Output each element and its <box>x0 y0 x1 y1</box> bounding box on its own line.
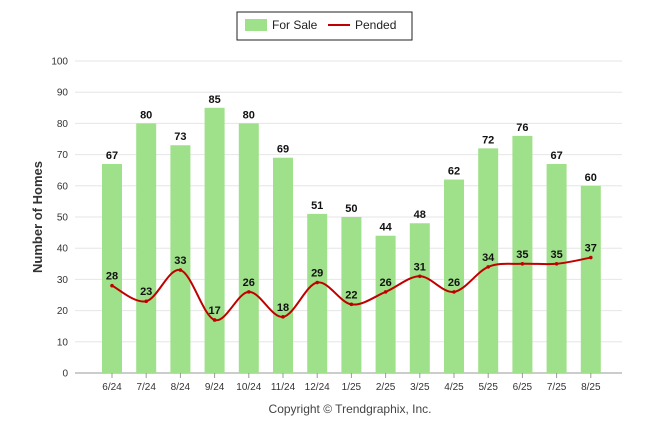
bar-value-label: 67 <box>106 150 118 162</box>
line-value-label: 28 <box>106 271 118 283</box>
copyright-text: Copyright © Trendgraphix, Inc. <box>269 402 432 416</box>
x-tick-label: 7/24 <box>136 382 156 393</box>
bar-value-label: 67 <box>550 150 562 162</box>
line-point <box>589 255 593 260</box>
line-point <box>178 268 183 272</box>
line-value-label: 22 <box>345 289 357 301</box>
line-value-label: 33 <box>174 255 186 267</box>
bar-value-label: 50 <box>345 203 357 215</box>
y-tick-label: 40 <box>57 244 69 255</box>
legend-label-pended: Pended <box>355 18 396 32</box>
line-point <box>110 283 114 288</box>
x-tick-label: 12/24 <box>305 382 330 393</box>
bar-value-label: 62 <box>448 166 460 178</box>
bar <box>409 223 430 373</box>
y-tick-label: 60 <box>57 181 69 192</box>
bar <box>375 235 396 373</box>
legend-swatch-for-sale <box>245 19 267 31</box>
bar <box>478 148 499 373</box>
bar-value-label: 69 <box>277 144 289 156</box>
line-point <box>281 315 285 319</box>
y-tick-label: 30 <box>57 275 69 286</box>
x-axis: 6/24 7/24 8/24 9/24 10/24 11/24 12/24 1/25 2/25 3… <box>102 373 601 393</box>
y-tick-label: 70 <box>57 150 69 161</box>
line-point <box>349 302 354 307</box>
line-value-label: 23 <box>140 286 152 298</box>
y-tick-label: 100 <box>51 57 68 68</box>
x-tick-label: 10/24 <box>236 382 261 393</box>
line-point <box>212 318 217 322</box>
bar-value-label: 72 <box>482 134 494 146</box>
line-value-label: 29 <box>311 268 323 280</box>
line-point <box>452 290 456 294</box>
line-point <box>418 274 422 279</box>
y-tick-label: 20 <box>57 306 69 317</box>
y-tick-label: 90 <box>57 88 69 99</box>
bar <box>204 107 225 374</box>
line-point <box>315 280 320 285</box>
line-value-label: 35 <box>516 249 528 261</box>
x-tick-label: 8/25 <box>581 382 601 393</box>
line-value-label: 26 <box>448 277 460 289</box>
bar-series: 67 80 73 85 80 69 51 50 44 48 62 72 76 67 60 <box>102 94 601 374</box>
x-tick-label: 4/25 <box>444 382 464 393</box>
bar <box>170 145 191 373</box>
x-tick-label: 7/25 <box>547 382 567 393</box>
line-value-label: 17 <box>208 305 220 317</box>
bar <box>341 217 362 373</box>
bar <box>273 157 293 373</box>
x-tick-label: 2/25 <box>376 382 396 393</box>
x-tick-label: 6/24 <box>102 382 122 393</box>
bar <box>238 123 259 374</box>
bar-value-label: 80 <box>140 109 152 121</box>
bar <box>444 179 464 373</box>
x-tick-label: 6/25 <box>513 382 533 393</box>
line-value-label: 26 <box>379 277 391 289</box>
x-tick-label: 5/25 <box>478 382 498 393</box>
line-point <box>383 290 388 294</box>
line-value-label: 37 <box>585 243 597 255</box>
x-tick-label: 9/24 <box>205 382 225 393</box>
y-tick-label: 0 <box>62 369 68 380</box>
bar-value-label: 85 <box>208 94 220 106</box>
bar-value-label: 44 <box>379 222 392 234</box>
bar <box>102 163 122 373</box>
y-tick-label: 50 <box>57 213 69 224</box>
y-tick-label: 10 <box>57 337 69 348</box>
bar <box>546 163 567 373</box>
bar-value-label: 73 <box>174 131 186 143</box>
x-tick-label: 8/24 <box>171 382 191 393</box>
line-series: 28 23 33 17 26 18 29 22 26 31 26 34 35 35 37 <box>106 243 597 322</box>
line-point <box>144 299 148 304</box>
bar <box>307 213 328 373</box>
x-tick-label: 1/25 <box>342 382 362 393</box>
y-axis-title: Number of Homes <box>30 161 45 273</box>
bar <box>136 123 157 374</box>
x-tick-label: 3/25 <box>410 382 430 393</box>
line-value-label: 18 <box>277 302 289 314</box>
x-tick-label: 11/24 <box>271 382 296 393</box>
y-tick-label: 80 <box>57 119 69 130</box>
line-value-label: 26 <box>243 277 255 289</box>
bar-value-label: 48 <box>414 209 426 221</box>
bar <box>512 135 533 373</box>
line-point <box>554 262 559 266</box>
line-point <box>486 265 491 269</box>
bar-value-label: 60 <box>585 172 597 184</box>
y-axis: 0 10 20 30 40 50 60 70 80 90 100 <box>51 57 68 380</box>
line-value-label: 31 <box>414 261 426 273</box>
bar <box>580 185 601 373</box>
bar-value-label: 76 <box>516 122 528 134</box>
bar-value-label: 51 <box>311 200 323 212</box>
line-value-label: 35 <box>550 249 562 261</box>
line-value-label: 34 <box>482 252 495 264</box>
legend: For Sale Pended <box>236 11 413 41</box>
legend-label-for-sale: For Sale <box>272 18 318 32</box>
bar-value-label: 80 <box>243 109 255 121</box>
line-point <box>520 262 525 266</box>
line-point <box>247 290 251 294</box>
